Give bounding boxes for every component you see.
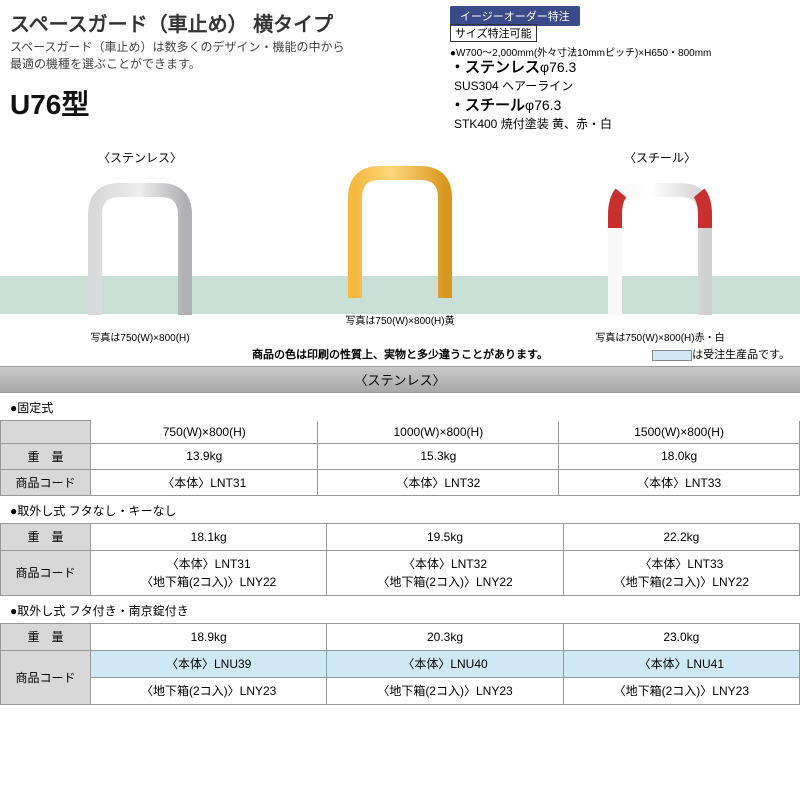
product-redwhite: 〈スチール〉 写真は750(W)×800(H)赤・白 (535, 149, 785, 344)
table-fixed: 750(W)×800(H)1000(W)×800(H)1500(W)×800(H… (0, 420, 800, 496)
product-stainless: 〈ステンレス〉 写真は750(W)×800(H) (15, 149, 265, 344)
table-remove2: 重 量18.9kg20.3kg23.0kg 商品コード 〈本体〉LNU39〈本体… (0, 623, 800, 705)
product-yellow: 写真は750(W)×800(H)黄 (275, 149, 525, 344)
materials: ・ステンレスφ76.3 SUS304 ヘアーライン ・スチールφ76.3 STK… (450, 56, 612, 132)
model-number: U76型 (10, 83, 800, 123)
table-remove1: 重 量18.1kg19.5kg22.2kg 商品コード 〈本体〉LNT31〈地下… (0, 523, 800, 596)
size-note: サイズ特注可能 ●W700～2,000mm(外々寸法10mmピッチ)×H650・… (450, 24, 711, 59)
type-remove2: ●取外し式 フタ付き・南京錠付き (0, 596, 800, 623)
order-note: は受注生産品です。 (652, 346, 790, 362)
section-stainless: 〈ステンレス〉 (0, 366, 800, 393)
type-remove1: ●取外し式 フタなし・キーなし (0, 496, 800, 523)
easy-order-badge: イージーオーダー特注 (450, 6, 580, 26)
type-fixed: ●固定式 (0, 393, 63, 420)
